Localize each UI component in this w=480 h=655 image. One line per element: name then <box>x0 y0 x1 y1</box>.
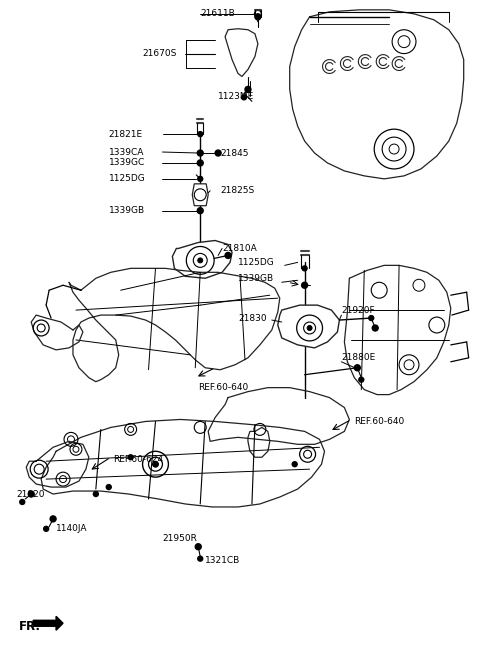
Circle shape <box>50 516 56 522</box>
Circle shape <box>93 491 98 496</box>
Circle shape <box>302 266 307 271</box>
Text: 21821E: 21821E <box>109 130 143 139</box>
Text: 21830: 21830 <box>238 314 266 322</box>
Text: 1125DG: 1125DG <box>238 258 275 267</box>
Text: REF.60-640: REF.60-640 <box>354 417 405 426</box>
Text: 21670S: 21670S <box>143 49 177 58</box>
Polygon shape <box>278 305 339 348</box>
Circle shape <box>301 282 308 288</box>
Circle shape <box>128 455 133 460</box>
Circle shape <box>198 132 203 137</box>
Circle shape <box>225 252 231 259</box>
Text: 1123ME: 1123ME <box>218 92 254 101</box>
Circle shape <box>44 527 48 531</box>
Text: 1140JA: 1140JA <box>56 525 87 533</box>
Text: 21611B: 21611B <box>200 9 235 18</box>
Circle shape <box>307 326 312 331</box>
Circle shape <box>197 208 203 214</box>
Text: 1125DG: 1125DG <box>109 174 145 183</box>
Text: 1339GC: 1339GC <box>109 159 145 168</box>
Circle shape <box>20 500 25 504</box>
Polygon shape <box>172 240 232 278</box>
Circle shape <box>153 461 158 467</box>
Circle shape <box>241 95 246 100</box>
Polygon shape <box>192 184 208 206</box>
Circle shape <box>255 14 261 20</box>
Circle shape <box>197 150 203 156</box>
Text: REF.60-640: REF.60-640 <box>198 383 249 392</box>
Circle shape <box>292 462 297 467</box>
Text: 21845: 21845 <box>220 149 249 157</box>
Circle shape <box>359 377 364 382</box>
Text: 1339CA: 1339CA <box>109 147 144 157</box>
Text: 21920F: 21920F <box>341 306 375 314</box>
Text: FR.: FR. <box>19 620 41 633</box>
Text: 1339GB: 1339GB <box>109 206 145 215</box>
Circle shape <box>198 258 203 263</box>
Circle shape <box>354 365 360 371</box>
Circle shape <box>369 316 374 320</box>
Text: 1321CB: 1321CB <box>205 556 240 565</box>
Polygon shape <box>225 29 258 77</box>
Polygon shape <box>33 616 63 630</box>
Circle shape <box>197 160 203 166</box>
Circle shape <box>372 325 378 331</box>
Circle shape <box>254 10 262 17</box>
Circle shape <box>106 485 111 489</box>
Text: 21950R: 21950R <box>162 534 197 543</box>
Text: 21825S: 21825S <box>220 186 254 195</box>
Circle shape <box>198 556 203 561</box>
Text: 21810A: 21810A <box>222 244 257 253</box>
Circle shape <box>245 86 251 92</box>
Circle shape <box>215 150 221 156</box>
Text: 1339GB: 1339GB <box>238 274 274 283</box>
Text: 21880E: 21880E <box>341 353 376 362</box>
Text: REF.60-624: REF.60-624 <box>113 455 163 464</box>
Circle shape <box>195 544 201 550</box>
Circle shape <box>198 176 203 181</box>
Text: 21920: 21920 <box>16 489 45 498</box>
Circle shape <box>28 491 34 497</box>
